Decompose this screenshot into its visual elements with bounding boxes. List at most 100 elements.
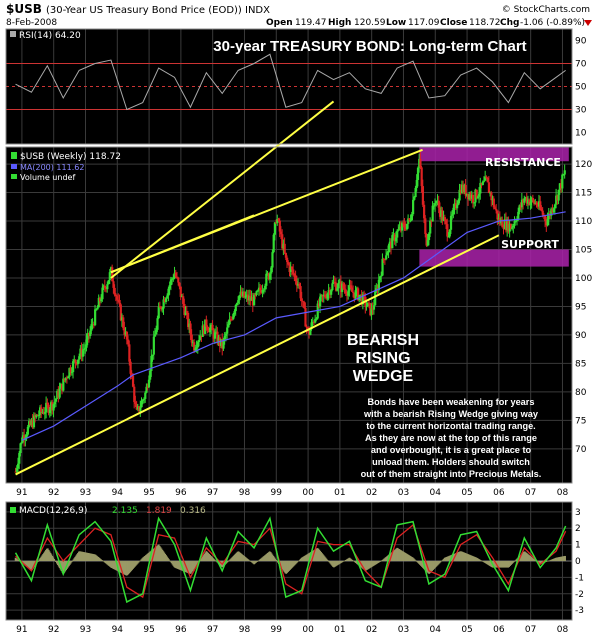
- rsi-y-tick-label: 10: [575, 129, 587, 139]
- macd-histogram-bar: [231, 557, 234, 561]
- price-bar-up: [73, 359, 76, 362]
- macd-histogram-bar: [346, 558, 349, 561]
- macd-histogram-bar: [69, 561, 72, 564]
- macd-histogram-bar: [176, 561, 178, 569]
- price-bar-up: [27, 421, 31, 427]
- macd-histogram-bar: [141, 558, 144, 561]
- price-bar-up: [412, 199, 415, 215]
- macd-histogram-bar: [127, 561, 130, 575]
- price-bar-down: [519, 205, 522, 208]
- price-bar-up: [264, 285, 267, 290]
- macd-histogram-bar: [532, 558, 534, 561]
- price-bar-up: [297, 284, 300, 286]
- price-bar-up: [94, 309, 97, 326]
- price-bar-down: [75, 362, 78, 365]
- price-bar-up: [347, 290, 350, 296]
- macd-histogram-bar: [87, 552, 90, 561]
- macd-histogram-bar: [43, 552, 45, 561]
- price-bar-up: [523, 198, 526, 203]
- macd-y-tick-label: 3: [575, 508, 581, 518]
- macd-histogram-bar: [289, 561, 292, 570]
- price-bar-down: [231, 319, 234, 321]
- rsi-panel-border: [5, 28, 573, 145]
- macd-histogram-bar: [467, 554, 470, 561]
- price-bar-down: [403, 223, 406, 228]
- macd-line: [14, 516, 567, 604]
- price-bar-down: [51, 402, 54, 411]
- price-panel-border: [5, 146, 573, 484]
- macd-histogram-bar: [358, 561, 361, 567]
- macd-histogram-bar: [463, 552, 466, 561]
- price-bar-up: [427, 233, 431, 241]
- price-bar-up: [326, 293, 329, 299]
- price-bar-down: [174, 272, 177, 277]
- macd-histogram-bar: [44, 551, 46, 561]
- macd-histogram-bar: [125, 561, 128, 576]
- macd-histogram-bar: [18, 560, 21, 562]
- price-bar-up: [547, 213, 550, 220]
- macd-histogram-bar: [421, 561, 424, 568]
- price-bar-down: [292, 269, 295, 274]
- macd-histogram-bar: [187, 561, 189, 574]
- macd-histogram-bar: [376, 561, 378, 564]
- price-bar-up: [341, 283, 344, 292]
- macd-y-tick-label: 0: [575, 557, 581, 567]
- price-bar-down: [129, 361, 132, 374]
- price-bar-down: [308, 330, 311, 335]
- macd-histogram-bar: [333, 561, 335, 568]
- macd-histogram-bar: [28, 561, 31, 570]
- price-bar-up: [385, 255, 388, 260]
- macd-histogram-bar: [436, 561, 439, 566]
- price-bar-up: [314, 318, 317, 323]
- macd-histogram-bar: [64, 561, 67, 572]
- macd-histogram-bar: [425, 561, 428, 572]
- macd-histogram-bar: [261, 557, 264, 561]
- price-bar-up: [261, 290, 264, 293]
- macd-histogram-bar: [383, 558, 386, 561]
- macd-histogram-bar: [286, 561, 289, 573]
- price-bar-up: [45, 402, 48, 413]
- macd-histogram-bar: [560, 556, 563, 561]
- price-bar-up: [188, 323, 191, 328]
- price-bar-up: [168, 285, 171, 289]
- macd-histogram-bar: [443, 558, 445, 561]
- price-y-tick-label: 80: [575, 388, 587, 398]
- price-bar-down: [352, 291, 355, 293]
- price-bar-up: [172, 278, 175, 280]
- macd-histogram-bar: [191, 561, 194, 572]
- macd-histogram-bar: [471, 555, 474, 561]
- x-tick-label: 07: [525, 625, 536, 635]
- x-tick-label: 98: [239, 488, 251, 498]
- macd-histogram-bar: [431, 561, 433, 571]
- macd-histogram-bar: [97, 556, 100, 561]
- macd-histogram-bar: [103, 561, 106, 563]
- price-bar-down: [443, 217, 447, 221]
- price-bar-up: [171, 278, 174, 280]
- macd-histogram-bar: [325, 558, 328, 561]
- macd-histogram-bar: [241, 554, 244, 561]
- price-bar-up: [151, 354, 154, 357]
- price-bar-up: [64, 377, 67, 381]
- price-y-tick-label: 110: [575, 217, 592, 227]
- price-bar-up: [162, 299, 165, 309]
- price-bar-down: [344, 289, 347, 294]
- price-bar-down: [288, 264, 291, 272]
- commentary: Bonds have been weakening for years with …: [361, 397, 542, 479]
- macd-histogram-bar: [478, 559, 481, 561]
- macd-histogram-bar: [82, 552, 85, 561]
- macd-histogram-bar: [462, 552, 465, 561]
- price-bar-down: [424, 218, 427, 234]
- macd-histogram-bar: [373, 561, 376, 566]
- macd-histogram-bar: [514, 560, 517, 561]
- price-bar-down: [528, 199, 531, 205]
- macd-histogram-bar: [458, 551, 461, 561]
- price-bar-down: [123, 328, 126, 335]
- price-bar-down: [128, 344, 131, 362]
- macd-histogram-bar: [84, 552, 87, 561]
- macd-histogram-bar: [345, 559, 348, 561]
- macd-histogram-bar: [355, 561, 357, 564]
- price-bar-up: [262, 289, 266, 291]
- x-tick-label: 04: [430, 625, 442, 635]
- price-bar-up: [195, 347, 198, 349]
- macd-histogram-bar: [407, 554, 410, 561]
